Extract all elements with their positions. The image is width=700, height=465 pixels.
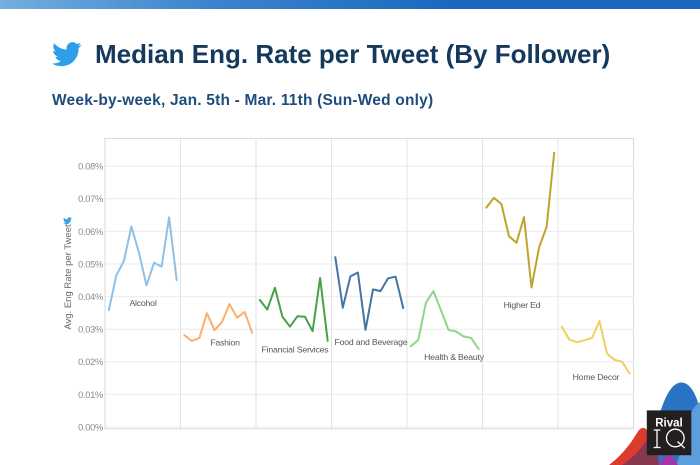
svg-text:0.04%: 0.04% (78, 292, 103, 302)
svg-text:0.06%: 0.06% (78, 227, 103, 237)
svg-text:0.08%: 0.08% (78, 162, 103, 172)
svg-text:0.00%: 0.00% (78, 422, 103, 432)
svg-text:Health & Beauty: Health & Beauty (424, 352, 485, 362)
svg-text:Home Decor: Home Decor (573, 372, 620, 382)
svg-text:Financial Services: Financial Services (262, 345, 330, 355)
svg-text:Avg. Eng Rate per Tweet: Avg. Eng Rate per Tweet (63, 224, 74, 330)
svg-text:Rival: Rival (655, 418, 683, 430)
svg-text:Higher Ed: Higher Ed (504, 300, 541, 310)
svg-text:Alcohol: Alcohol (129, 298, 156, 308)
svg-text:Fashion: Fashion (210, 338, 240, 348)
svg-text:Food and Beverage: Food and Beverage (335, 337, 408, 347)
svg-text:0.01%: 0.01% (78, 390, 103, 400)
svg-text:0.07%: 0.07% (78, 194, 103, 204)
svg-text:0.05%: 0.05% (78, 259, 103, 269)
svg-text:0.02%: 0.02% (78, 357, 103, 367)
svg-text:0.03%: 0.03% (78, 325, 103, 335)
